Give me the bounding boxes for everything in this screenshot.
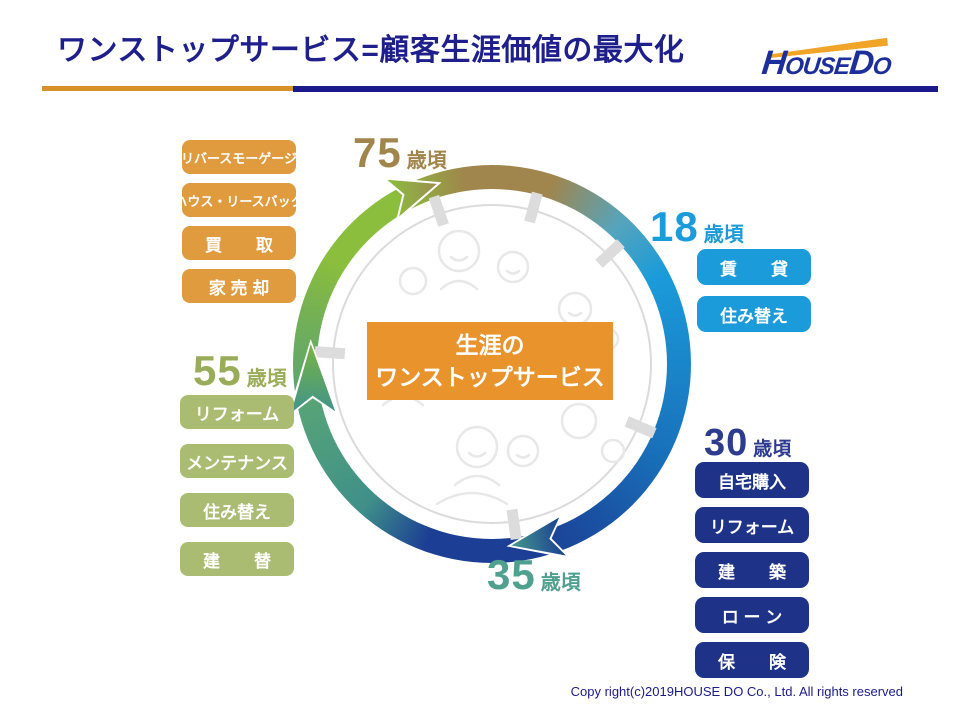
logo-letter: OUS bbox=[783, 53, 836, 80]
center-service-box: 生涯の ワンストップサービス bbox=[367, 322, 613, 400]
age-18-label: 18 歳頃 bbox=[650, 206, 744, 248]
age-75-number: 75 bbox=[353, 129, 402, 176]
service-box-house-leaseback: ハウス・リースバック bbox=[174, 183, 304, 217]
age-18-number: 18 bbox=[650, 203, 699, 250]
age-35-label: 35 歳頃 bbox=[487, 554, 581, 596]
housedo-logo: HOUSEDO bbox=[752, 34, 947, 86]
age-75-suffix: 歳頃 bbox=[406, 150, 447, 172]
age-55-number: 55 bbox=[193, 347, 242, 394]
age-35-number: 35 bbox=[487, 551, 536, 598]
service-box-reform-55: リフォーム bbox=[180, 395, 294, 429]
service-box-jitaku-konyu: 自宅購入 bbox=[695, 462, 809, 498]
service-box-loan: ロ ー ン bbox=[695, 597, 809, 633]
background-family-illustration bbox=[381, 229, 626, 506]
service-box-maintenance: メンテナンス bbox=[180, 444, 294, 478]
title-underline-orange bbox=[42, 86, 293, 91]
service-box-kenchiku: 建 築 bbox=[695, 552, 809, 588]
page-title: ワンストップサービス=顧客生涯価値の最大化 bbox=[57, 34, 685, 67]
age-30-label: 30 歳頃 bbox=[704, 424, 791, 462]
service-box-hoken: 保 険 bbox=[695, 642, 809, 678]
age-75-label: 75 歳頃 bbox=[353, 132, 447, 174]
age-55-suffix: 歳頃 bbox=[246, 368, 287, 390]
age-30-suffix: 歳頃 bbox=[753, 439, 792, 460]
center-box-line2: ワンストップサービス bbox=[375, 364, 605, 390]
service-box-sumikae-55: 住み替え bbox=[180, 493, 294, 527]
age-55-label: 55 歳頃 bbox=[193, 350, 287, 392]
service-box-reform-30: リフォーム bbox=[695, 507, 809, 543]
center-box-line1: 生涯の bbox=[455, 331, 525, 358]
service-box-ie-baikyaku: 家 売 却 bbox=[182, 269, 296, 303]
age-18-suffix: 歳頃 bbox=[703, 224, 744, 246]
service-box-tatekae: 建 替 bbox=[180, 542, 294, 576]
age-30-number: 30 bbox=[704, 422, 749, 464]
title-underline-navy bbox=[293, 86, 938, 92]
logo-letter: O bbox=[871, 53, 892, 80]
service-box-sumikae-18: 住み替え bbox=[697, 296, 811, 332]
service-box-kaitori: 買 取 bbox=[182, 226, 296, 260]
service-box-chintai: 賃 貸 bbox=[697, 249, 811, 285]
inner-dial-circle bbox=[332, 204, 652, 524]
copyright-text: Copy right(c)2019HOUSE DO Co., Ltd. All … bbox=[570, 684, 903, 699]
service-box-reverse-mortgage: リバースモーゲージ bbox=[181, 140, 297, 174]
logo-text: HOUSEDO bbox=[760, 44, 892, 82]
age-35-suffix: 歳頃 bbox=[540, 572, 581, 594]
